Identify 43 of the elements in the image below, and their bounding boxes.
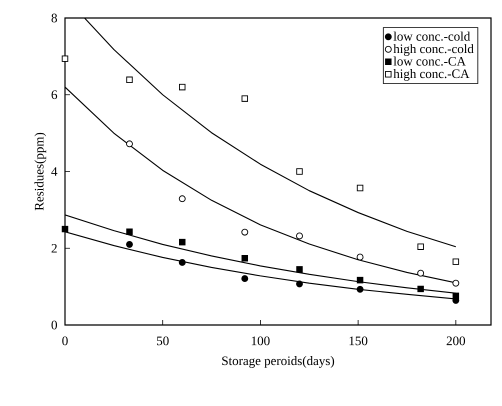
point [296,232,303,240]
point [178,195,186,202]
point [452,292,460,300]
point [62,226,68,232]
x-tick-label: 0 [62,336,68,346]
x-tick-label: 200 [446,336,466,346]
legend-label: high conc.-CA [393,69,470,81]
point [356,254,364,261]
point [452,280,460,287]
point [356,184,364,192]
legend-label: low conc.-CA [394,56,466,66]
point [179,238,186,246]
point [126,228,133,235]
point [296,266,303,273]
point [356,286,364,293]
point [62,55,68,62]
y-tick-label: 8 [52,14,58,22]
legend-label: high conc.-cold [393,44,474,56]
point [241,275,248,282]
x-tick-label: 100 [252,336,270,346]
point [296,280,303,288]
point [356,276,364,284]
x-tick-label: 150 [350,336,368,346]
x-axis-title: Storage peroids(days) [222,356,334,368]
y-tick-label: 0 [52,320,58,330]
point [126,140,133,148]
point [178,259,186,266]
point [179,84,186,90]
x-tick-label: 50 [156,336,169,346]
legend-label: low conc.-cold [394,32,470,41]
point [417,286,424,292]
point [417,270,424,277]
point [417,243,424,250]
point [452,258,460,265]
y-tick-label: 4 [51,167,58,176]
point [242,95,248,102]
point [126,76,133,84]
y-tick-label: 6 [52,90,58,100]
point [126,240,133,248]
point [241,228,248,236]
point [242,254,248,262]
y-tick-label: 2 [52,244,57,253]
y-axis-title: Residues(ppm) [34,132,46,210]
